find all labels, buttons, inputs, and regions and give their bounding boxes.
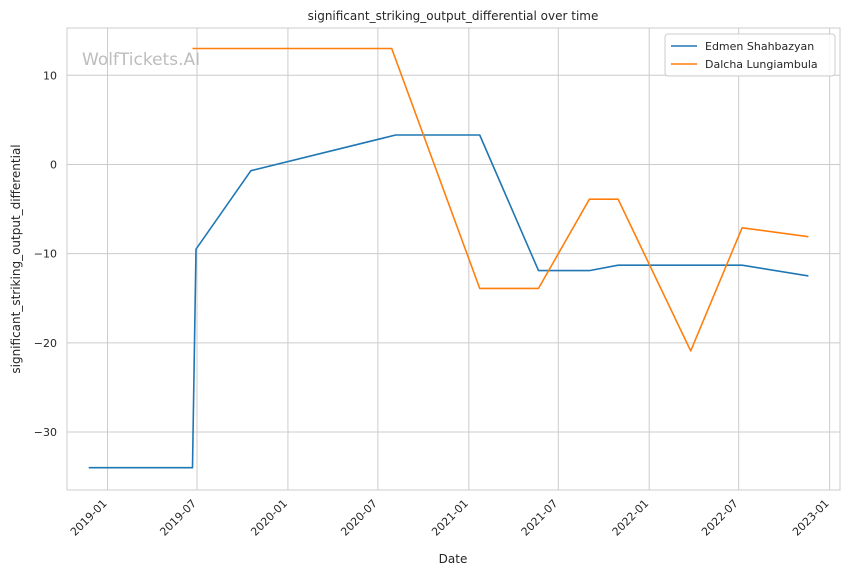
y-tick-labels: 10 0 −10 −20 −30 (34, 69, 57, 439)
x-tick-label: 2020-01 (248, 497, 290, 539)
series-line-dalcha-lungiambula (192, 47, 809, 352)
y-tick-label: 10 (43, 69, 57, 82)
x-tick-label: 2020-07 (338, 497, 380, 539)
legend-box (664, 33, 836, 77)
x-tick-label: 2021-01 (429, 497, 471, 539)
y-axis-label: significant_striking_output_differential (9, 144, 23, 373)
x-tick-label: 2023-01 (790, 497, 832, 539)
y-tick-label: −20 (34, 337, 57, 350)
chart-title: significant_striking_output_differential… (308, 9, 599, 23)
x-tick-label: 2019-01 (68, 497, 110, 539)
legend: Edmen Shahbazyan Dalcha Lungiambula (664, 33, 836, 77)
watermark: WolfTickets.AI (82, 50, 200, 70)
series-line-edmen-shahbazyan (88, 134, 809, 469)
y-tick-label: −10 (34, 248, 57, 261)
x-tick-label: 2021-07 (519, 497, 561, 539)
x-tick-labels: 2019-01 2019-07 2020-01 2020-07 2021-01 2021-… (68, 497, 832, 539)
plot-frame (66, 27, 841, 491)
x-axis-label: Date (439, 552, 468, 566)
x-tick-label: 2022-01 (610, 497, 652, 539)
legend-label-dalcha-lungiambula: Dalcha Lungiambula (705, 58, 818, 71)
x-tick-label: 2022-07 (699, 497, 741, 539)
x-tick-label: 2019-07 (157, 497, 199, 539)
legend-label-edmen-shahbazyan: Edmen Shahbazyan (705, 40, 814, 53)
y-tick-label: −30 (34, 426, 57, 439)
series-layer (88, 47, 809, 469)
y-tick-label: 0 (50, 158, 57, 171)
plot-area (67, 28, 840, 490)
